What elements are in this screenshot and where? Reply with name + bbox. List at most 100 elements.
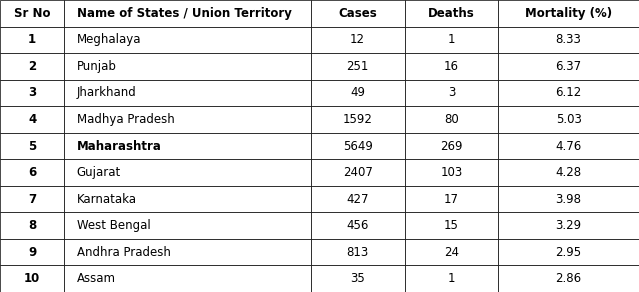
- Text: 456: 456: [346, 219, 369, 232]
- Text: 8: 8: [28, 219, 36, 232]
- Bar: [65, 186, 311, 212]
- Text: 1592: 1592: [343, 113, 373, 126]
- Text: Karnataka: Karnataka: [77, 193, 137, 206]
- Text: 5649: 5649: [343, 140, 373, 152]
- Bar: [65, 239, 311, 265]
- Bar: [498, 80, 639, 106]
- Text: 15: 15: [444, 219, 459, 232]
- Bar: [0, 80, 65, 106]
- Bar: [65, 80, 311, 106]
- Text: 3: 3: [448, 86, 455, 99]
- Bar: [404, 106, 498, 133]
- Text: Name of States / Union Territory: Name of States / Union Territory: [77, 7, 291, 20]
- Bar: [498, 106, 639, 133]
- Bar: [404, 186, 498, 212]
- Text: Meghalaya: Meghalaya: [77, 33, 141, 46]
- Bar: [498, 53, 639, 80]
- Text: 1: 1: [448, 272, 455, 285]
- Bar: [404, 265, 498, 292]
- Bar: [0, 106, 65, 133]
- Text: Madhya Pradesh: Madhya Pradesh: [77, 113, 174, 126]
- Bar: [498, 27, 639, 53]
- Text: Punjab: Punjab: [77, 60, 117, 73]
- Bar: [311, 212, 404, 239]
- Bar: [498, 239, 639, 265]
- Bar: [311, 106, 404, 133]
- Text: 6.12: 6.12: [555, 86, 581, 99]
- Bar: [404, 0, 498, 27]
- Text: 427: 427: [346, 193, 369, 206]
- Bar: [311, 80, 404, 106]
- Bar: [498, 0, 639, 27]
- Bar: [311, 186, 404, 212]
- Text: Gujarat: Gujarat: [77, 166, 121, 179]
- Bar: [404, 53, 498, 80]
- Bar: [311, 133, 404, 159]
- Text: 5: 5: [28, 140, 36, 152]
- Bar: [498, 133, 639, 159]
- Text: Andhra Pradesh: Andhra Pradesh: [77, 246, 171, 259]
- Bar: [65, 27, 311, 53]
- Bar: [65, 0, 311, 27]
- Text: 3.98: 3.98: [556, 193, 581, 206]
- Text: 4: 4: [28, 113, 36, 126]
- Bar: [404, 212, 498, 239]
- Text: 6.37: 6.37: [555, 60, 581, 73]
- Bar: [0, 186, 65, 212]
- Text: 103: 103: [440, 166, 463, 179]
- Bar: [404, 80, 498, 106]
- Text: Deaths: Deaths: [428, 7, 475, 20]
- Bar: [0, 159, 65, 186]
- Text: 9: 9: [28, 246, 36, 259]
- Text: 3: 3: [28, 86, 36, 99]
- Bar: [311, 159, 404, 186]
- Bar: [0, 265, 65, 292]
- Text: Jharkhand: Jharkhand: [77, 86, 137, 99]
- Bar: [65, 133, 311, 159]
- Bar: [498, 186, 639, 212]
- Bar: [65, 212, 311, 239]
- Bar: [404, 159, 498, 186]
- Bar: [498, 265, 639, 292]
- Text: 3.29: 3.29: [555, 219, 581, 232]
- Bar: [498, 159, 639, 186]
- Text: 4.28: 4.28: [555, 166, 581, 179]
- Text: 17: 17: [444, 193, 459, 206]
- Text: 2.86: 2.86: [555, 272, 581, 285]
- Text: 7: 7: [28, 193, 36, 206]
- Bar: [311, 239, 404, 265]
- Bar: [65, 53, 311, 80]
- Bar: [404, 239, 498, 265]
- Text: 4.76: 4.76: [555, 140, 581, 152]
- Text: Sr No: Sr No: [14, 7, 50, 20]
- Bar: [404, 27, 498, 53]
- Text: 1: 1: [448, 33, 455, 46]
- Text: 5.03: 5.03: [556, 113, 581, 126]
- Text: 813: 813: [346, 246, 369, 259]
- Text: Mortality (%): Mortality (%): [525, 7, 612, 20]
- Text: 1: 1: [28, 33, 36, 46]
- Text: 80: 80: [444, 113, 459, 126]
- Bar: [65, 106, 311, 133]
- Text: Maharashtra: Maharashtra: [77, 140, 162, 152]
- Text: 251: 251: [346, 60, 369, 73]
- Text: 12: 12: [350, 33, 365, 46]
- Text: 24: 24: [444, 246, 459, 259]
- Bar: [311, 0, 404, 27]
- Bar: [65, 159, 311, 186]
- Bar: [0, 27, 65, 53]
- Text: 8.33: 8.33: [556, 33, 581, 46]
- Text: 49: 49: [350, 86, 365, 99]
- Bar: [498, 212, 639, 239]
- Text: Cases: Cases: [338, 7, 377, 20]
- Bar: [404, 133, 498, 159]
- Bar: [0, 0, 65, 27]
- Bar: [0, 239, 65, 265]
- Text: 16: 16: [444, 60, 459, 73]
- Bar: [0, 212, 65, 239]
- Bar: [311, 265, 404, 292]
- Text: 2.95: 2.95: [555, 246, 581, 259]
- Text: Assam: Assam: [77, 272, 116, 285]
- Bar: [311, 53, 404, 80]
- Bar: [311, 27, 404, 53]
